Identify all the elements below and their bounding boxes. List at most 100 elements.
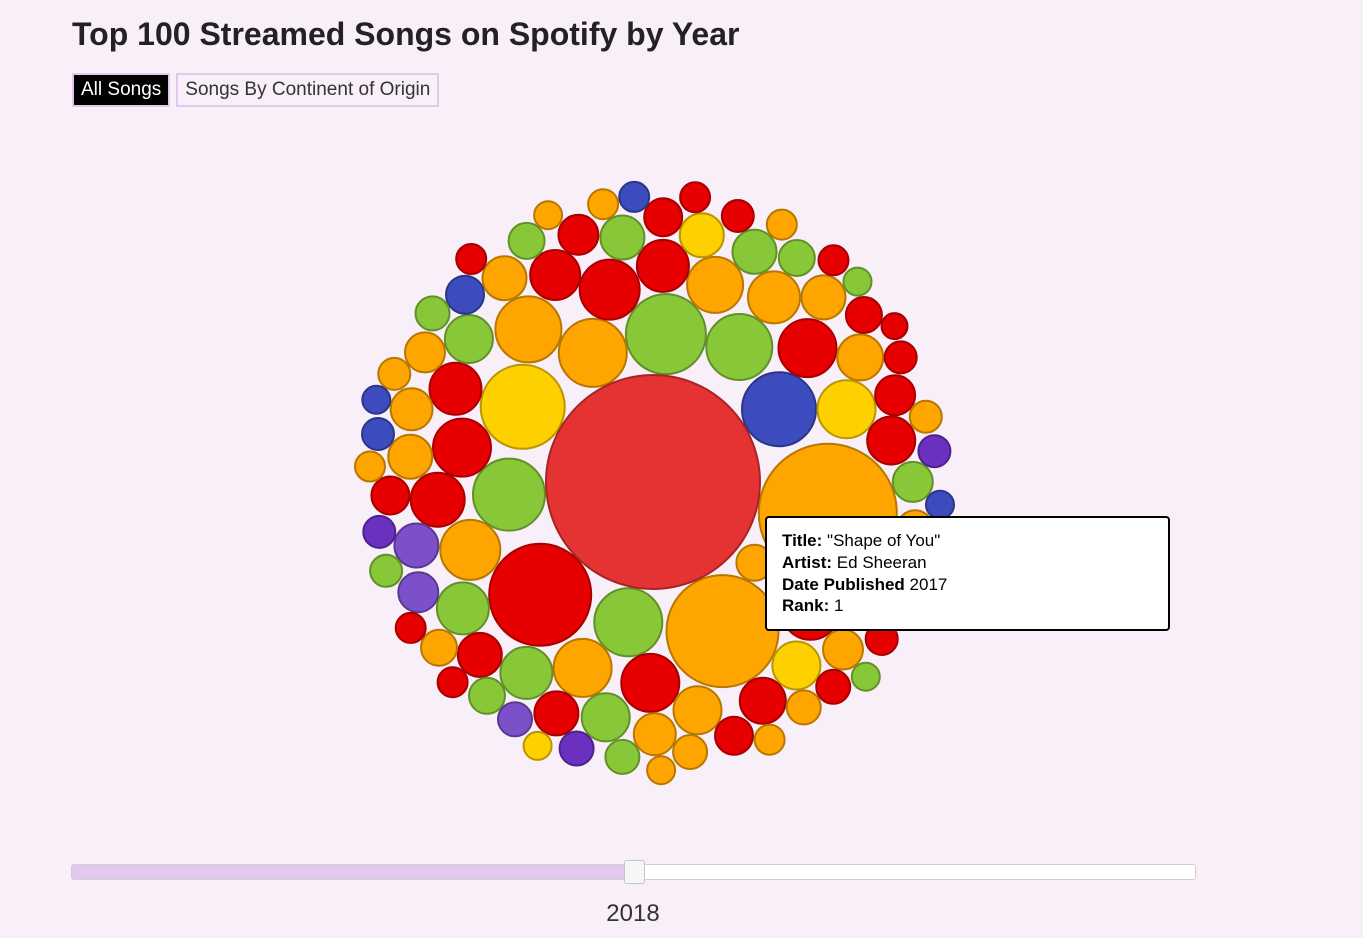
- bubble[interactable]: [387, 433, 434, 480]
- bubble[interactable]: [529, 249, 582, 301]
- bubble[interactable]: [842, 266, 873, 297]
- tooltip-title-label: Title:: [782, 531, 823, 550]
- bubble[interactable]: [646, 755, 677, 786]
- bubble[interactable]: [499, 645, 554, 700]
- bubble[interactable]: [533, 690, 580, 737]
- year-slider[interactable]: [71, 860, 1196, 884]
- bubble[interactable]: [557, 317, 628, 388]
- bubble[interactable]: [883, 340, 918, 375]
- bubble[interactable]: [800, 274, 847, 321]
- bubble[interactable]: [414, 295, 451, 332]
- bubble[interactable]: [672, 685, 723, 736]
- bubble[interactable]: [618, 180, 651, 213]
- bubble[interactable]: [771, 640, 822, 691]
- bubble[interactable]: [389, 387, 434, 432]
- bubble[interactable]: [785, 689, 822, 726]
- bubble[interactable]: [558, 730, 595, 767]
- tab-all-songs[interactable]: All Songs: [72, 73, 171, 107]
- bubble[interactable]: [678, 212, 725, 259]
- bubble[interactable]: [580, 692, 631, 743]
- bubble-highlighted[interactable]: [545, 374, 761, 590]
- bubble[interactable]: [741, 371, 817, 448]
- bubble[interactable]: [488, 542, 593, 647]
- bubble[interactable]: [481, 255, 528, 302]
- bubble[interactable]: [468, 676, 506, 715]
- bubble[interactable]: [443, 314, 494, 364]
- bubble[interactable]: [361, 417, 395, 451]
- bubble[interactable]: [436, 666, 469, 699]
- bubble[interactable]: [552, 637, 613, 698]
- bubble[interactable]: [891, 460, 934, 503]
- bubble[interactable]: [435, 581, 490, 636]
- bubble[interactable]: [404, 331, 446, 374]
- bubble[interactable]: [362, 514, 397, 549]
- bubble[interactable]: [620, 652, 681, 713]
- bubble[interactable]: [533, 200, 564, 231]
- bubble[interactable]: [394, 611, 427, 644]
- tooltip-rank-value: 1: [833, 596, 844, 616]
- bubble[interactable]: [456, 631, 503, 678]
- bubble[interactable]: [635, 238, 690, 293]
- bubble[interactable]: [672, 734, 709, 770]
- bubble[interactable]: [497, 701, 533, 738]
- bubble[interactable]: [925, 489, 955, 520]
- bubble[interactable]: [494, 295, 563, 364]
- bubble[interactable]: [455, 243, 488, 275]
- bubble[interactable]: [731, 228, 778, 275]
- bubble[interactable]: [593, 587, 664, 658]
- bubble[interactable]: [817, 244, 850, 277]
- bubble[interactable]: [624, 293, 707, 376]
- bubble[interactable]: [604, 738, 641, 775]
- bubble[interactable]: [557, 213, 600, 256]
- bubble[interactable]: [354, 450, 386, 483]
- bubble[interactable]: [393, 522, 440, 569]
- bubble[interactable]: [747, 270, 801, 325]
- slider-handle[interactable]: [623, 860, 645, 884]
- bubble[interactable]: [738, 676, 787, 725]
- bubble[interactable]: [632, 712, 677, 757]
- bubble[interactable]: [777, 239, 816, 277]
- bubble[interactable]: [844, 296, 883, 334]
- tab-songs-by-continent[interactable]: Songs By Continent of Origin: [176, 73, 440, 107]
- bubble[interactable]: [599, 214, 646, 261]
- bubble[interactable]: [822, 628, 864, 671]
- bubble[interactable]: [765, 208, 798, 241]
- bubble[interactable]: [917, 434, 952, 469]
- bubble[interactable]: [720, 199, 755, 233]
- bubble[interactable]: [874, 374, 917, 417]
- bubble[interactable]: [777, 318, 838, 379]
- bubble[interactable]: [472, 457, 546, 532]
- bubble[interactable]: [587, 188, 620, 221]
- bubble[interactable]: [420, 628, 458, 667]
- bubble[interactable]: [714, 715, 754, 756]
- bubble[interactable]: [439, 518, 502, 581]
- bubble[interactable]: [665, 574, 780, 689]
- bubble[interactable]: [370, 475, 411, 516]
- bubble[interactable]: [908, 399, 943, 434]
- bubble[interactable]: [880, 312, 909, 341]
- bubble[interactable]: [850, 661, 881, 692]
- bubble[interactable]: [397, 571, 440, 614]
- bubble[interactable]: [428, 361, 483, 416]
- bubble[interactable]: [686, 255, 745, 314]
- bubble[interactable]: [445, 274, 485, 315]
- bubble[interactable]: [816, 379, 877, 440]
- bubble[interactable]: [866, 415, 917, 466]
- bubble[interactable]: [578, 258, 641, 321]
- tooltip-date-label: Date Published: [782, 574, 905, 594]
- bubble[interactable]: [705, 313, 774, 381]
- bubble[interactable]: [479, 363, 566, 450]
- bubble[interactable]: [369, 553, 404, 588]
- page-title: Top 100 Streamed Songs on Spotify by Yea…: [72, 16, 740, 52]
- bubble[interactable]: [836, 333, 885, 382]
- bubble[interactable]: [377, 356, 412, 391]
- bubble[interactable]: [643, 197, 684, 238]
- bubble[interactable]: [815, 668, 852, 705]
- bubble[interactable]: [522, 730, 553, 761]
- bubble[interactable]: [753, 723, 786, 756]
- bubble[interactable]: [679, 181, 712, 214]
- bubble[interactable]: [507, 221, 546, 260]
- bubble[interactable]: [432, 417, 492, 478]
- bubble[interactable]: [361, 384, 392, 415]
- bubble[interactable]: [409, 471, 466, 528]
